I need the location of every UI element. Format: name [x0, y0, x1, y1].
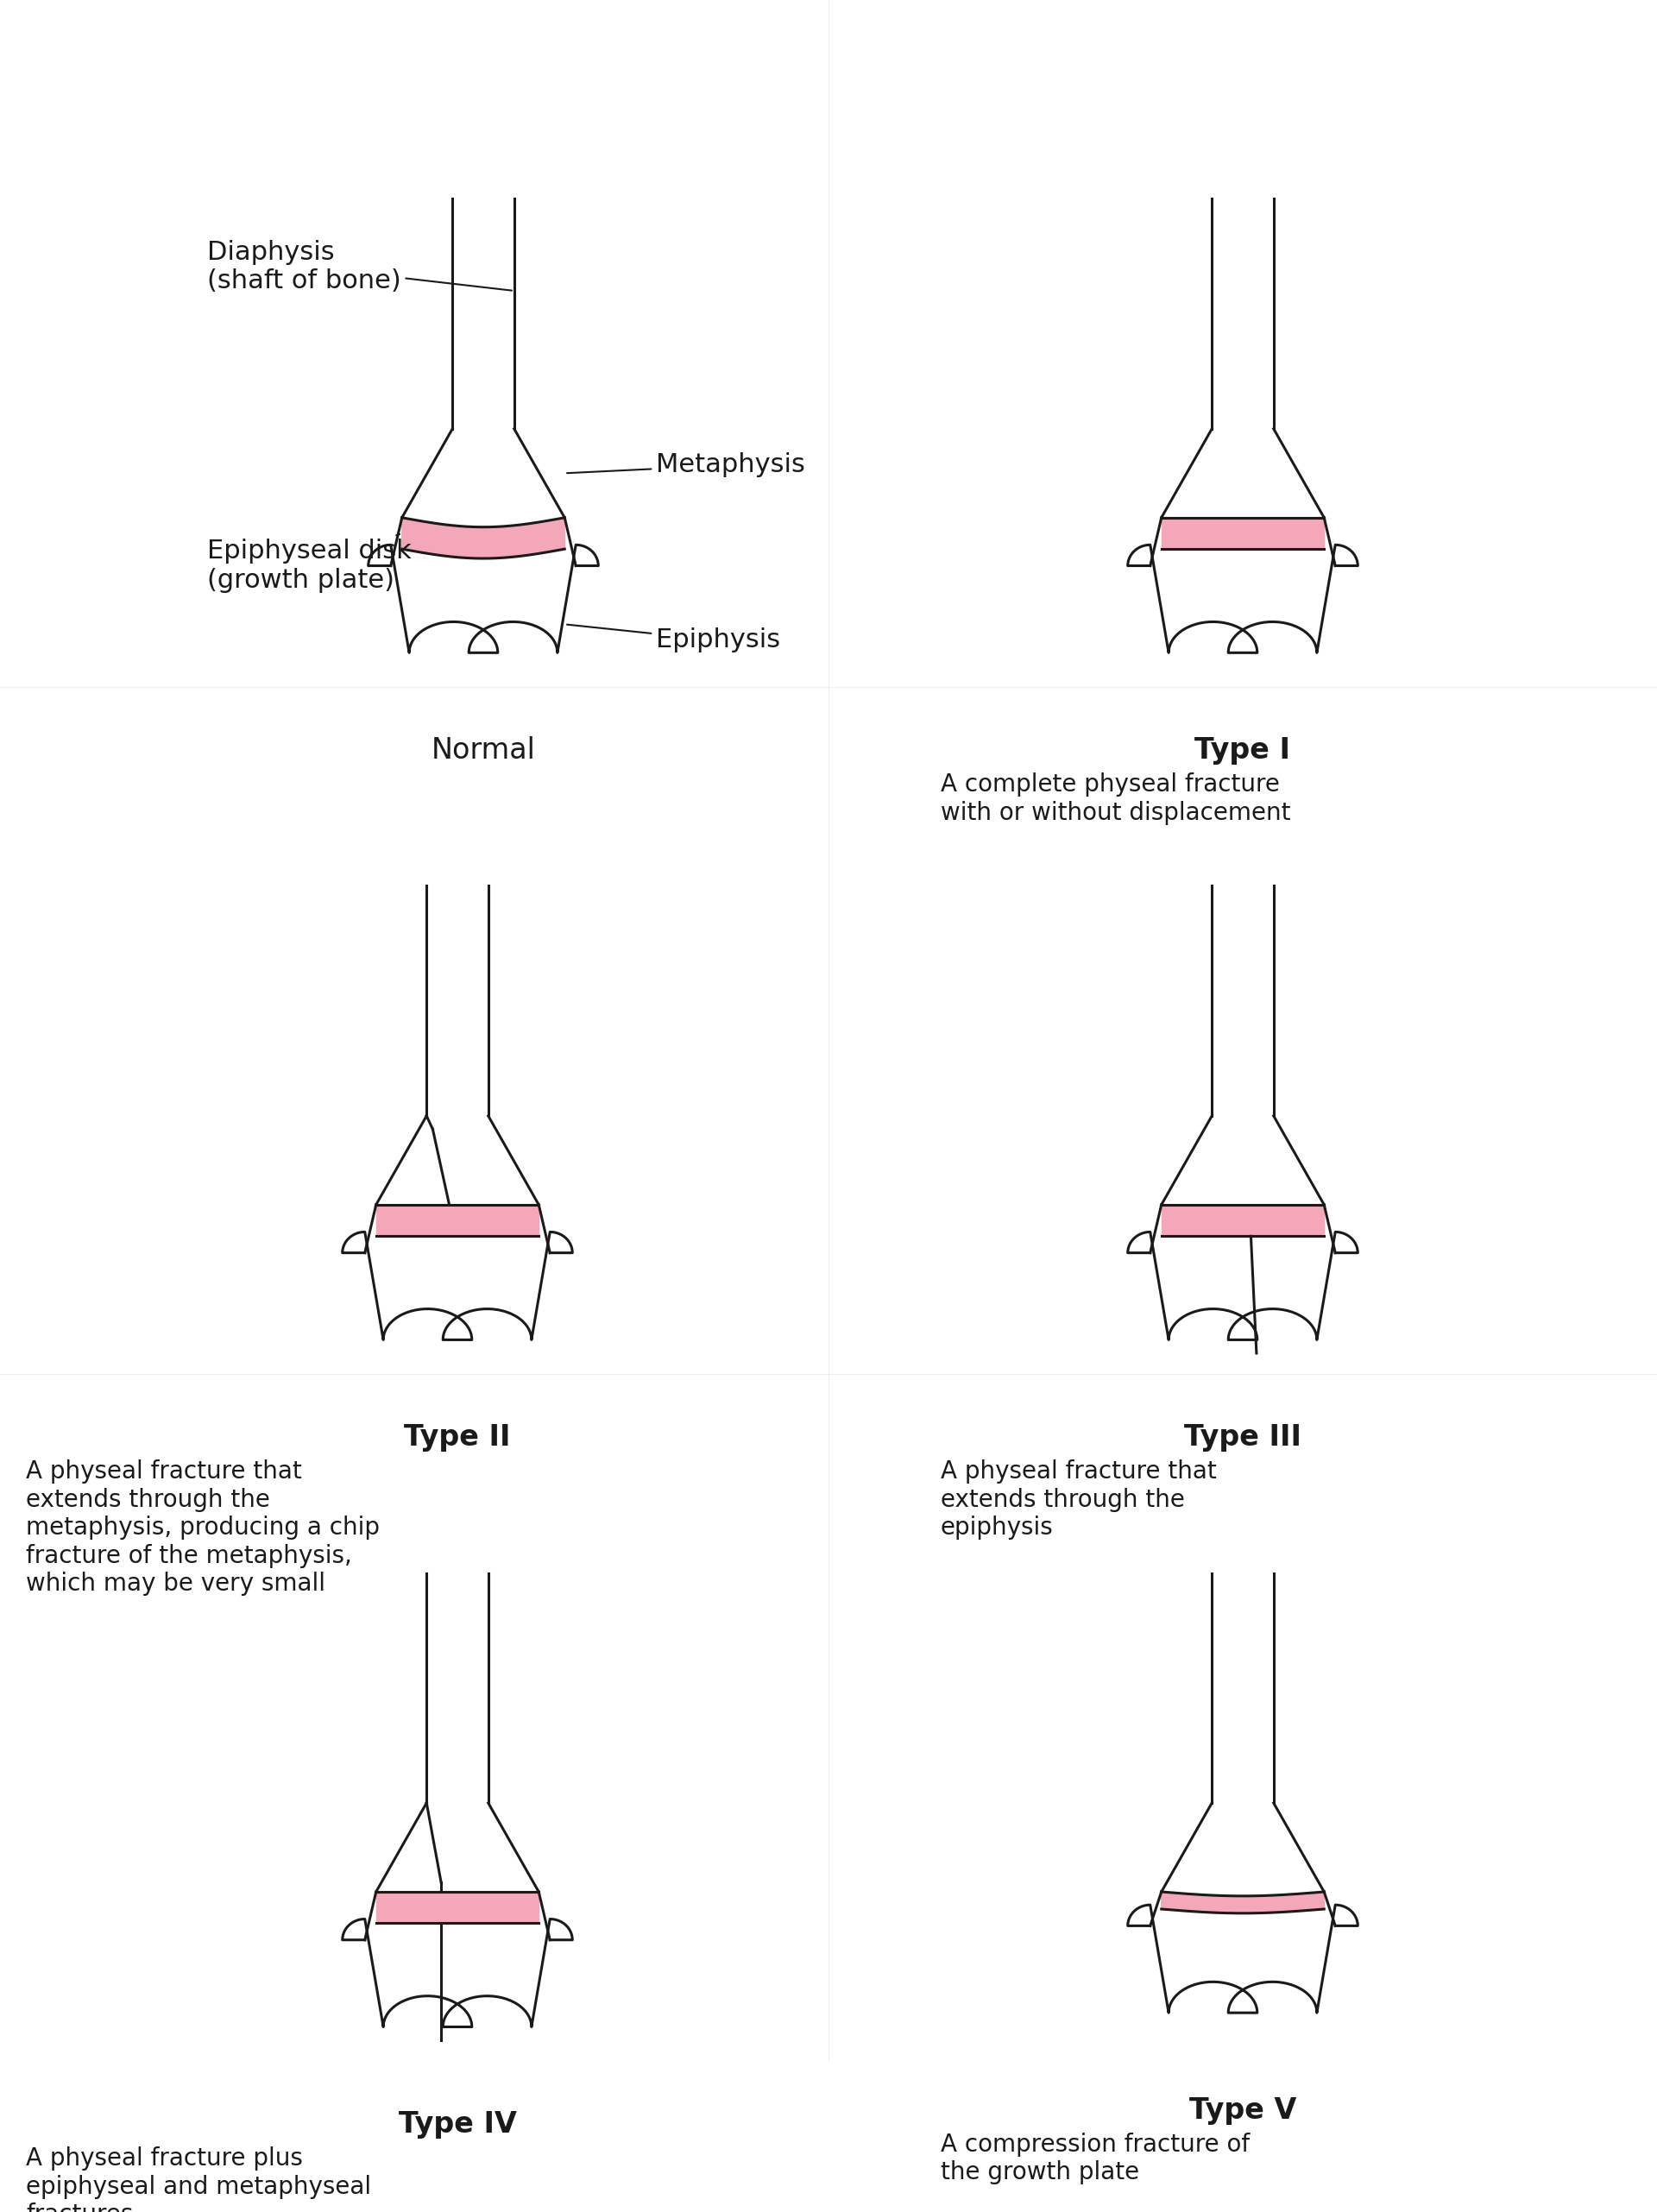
Text: Epiphyseal disk
(growth plate): Epiphyseal disk (growth plate) — [207, 533, 411, 593]
Text: Diaphysis
(shaft of bone): Diaphysis (shaft of bone) — [207, 239, 512, 294]
Text: A physeal fracture that
extends through the
metaphysis, producing a chip
fractur: A physeal fracture that extends through … — [27, 1460, 379, 1595]
Text: Type V: Type V — [1190, 2097, 1296, 2126]
Polygon shape — [403, 518, 565, 557]
Text: A complete physeal fracture
with or without displacement: A complete physeal fracture with or with… — [941, 772, 1291, 825]
Text: Type III: Type III — [1185, 1425, 1301, 1451]
Text: A compression fracture of
the growth plate: A compression fracture of the growth pla… — [941, 2132, 1249, 2185]
Text: Metaphysis: Metaphysis — [567, 453, 805, 478]
Polygon shape — [1162, 1206, 1324, 1237]
Text: Epiphysis: Epiphysis — [567, 624, 780, 653]
Text: Type IV: Type IV — [398, 2110, 517, 2139]
Polygon shape — [1162, 1891, 1324, 1913]
Text: Normal: Normal — [431, 737, 535, 765]
Polygon shape — [376, 1206, 539, 1237]
Text: A physeal fracture plus
epiphyseal and metaphyseal
fractures: A physeal fracture plus epiphyseal and m… — [27, 2148, 371, 2212]
Text: Type I: Type I — [1195, 737, 1291, 765]
Polygon shape — [376, 1891, 539, 1922]
Text: Type II: Type II — [404, 1425, 510, 1451]
Polygon shape — [1162, 518, 1324, 549]
Text: A physeal fracture that
extends through the
epiphysis: A physeal fracture that extends through … — [941, 1460, 1216, 1540]
